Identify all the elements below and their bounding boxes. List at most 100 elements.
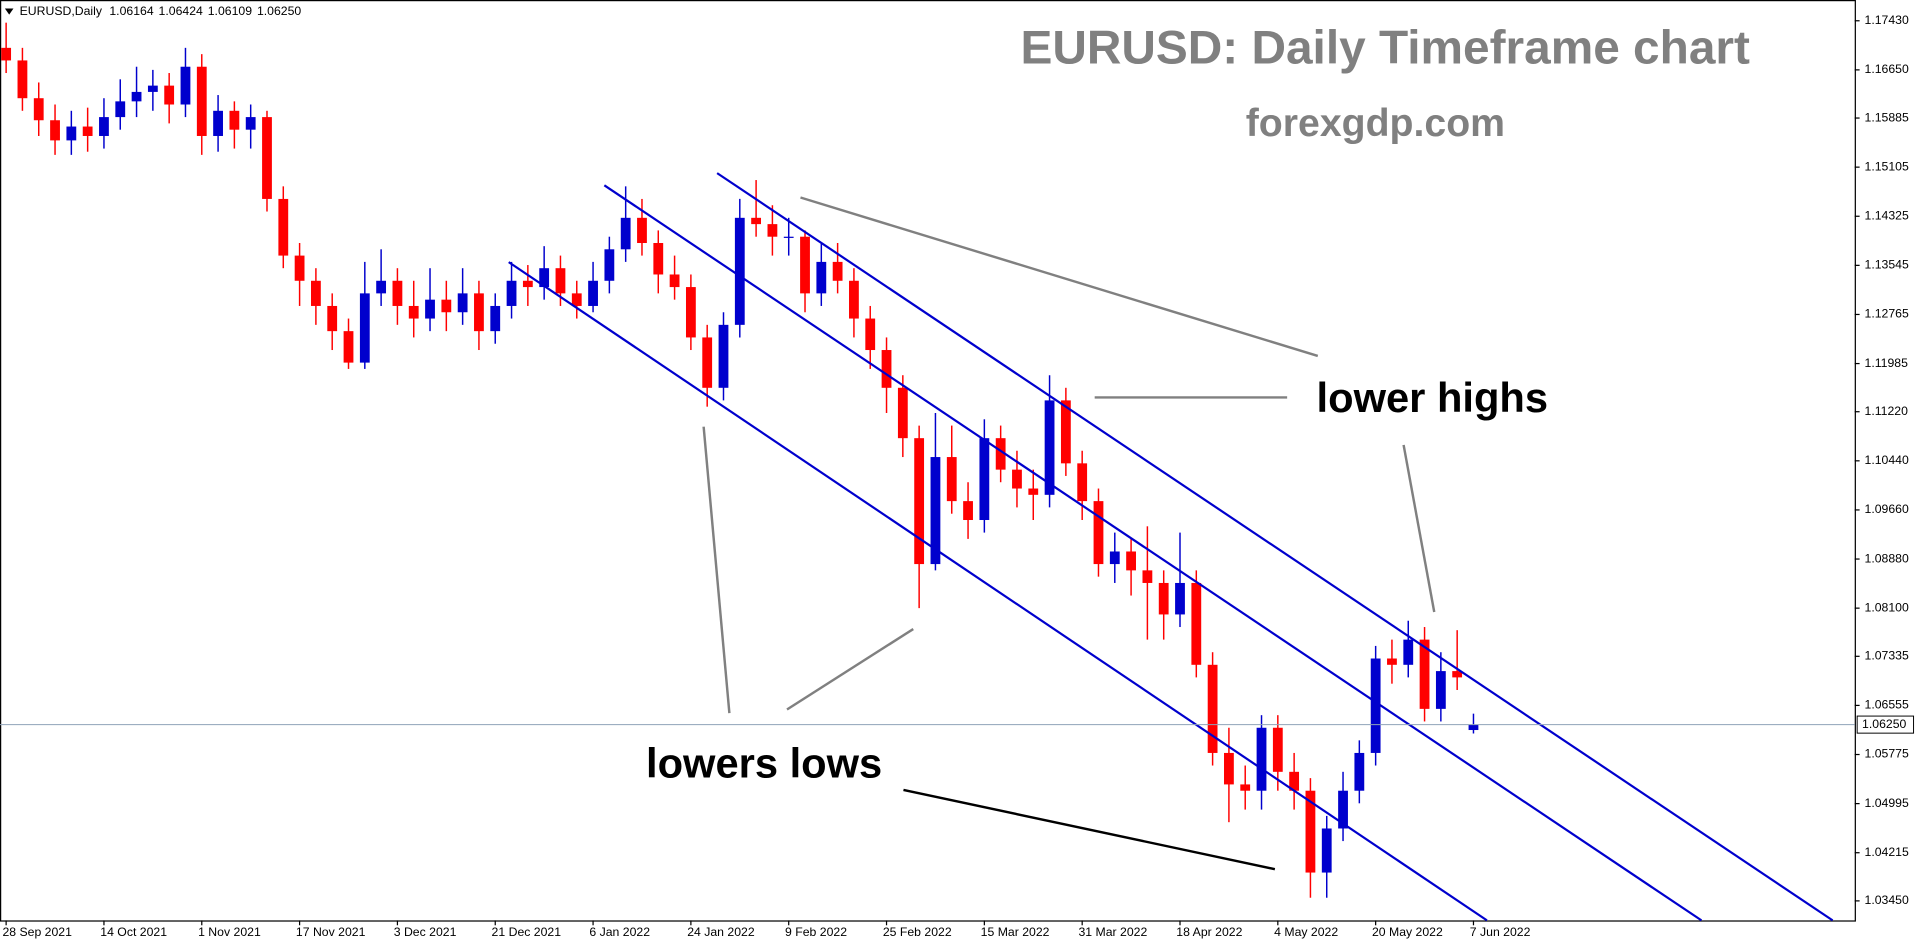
candle-body bbox=[294, 255, 305, 281]
chart-header: EURUSD,Daily 1.06164 1.06424 1.06109 1.06250 bbox=[20, 4, 302, 18]
candle-body bbox=[1191, 582, 1202, 665]
y-tick-label: 1.11985 bbox=[1865, 356, 1909, 370]
candle-body bbox=[425, 299, 435, 319]
channel-line bbox=[508, 261, 1488, 922]
x-tick-label: 20 May 2022 bbox=[1372, 925, 1443, 939]
x-tick-label: 4 May 2022 bbox=[1274, 925, 1338, 939]
annotation: lower highs bbox=[1317, 374, 1548, 421]
channel-line bbox=[716, 172, 1834, 922]
candle-body bbox=[1338, 790, 1348, 829]
x-tick-label: 25 Feb 2022 bbox=[883, 925, 952, 939]
candle-body bbox=[506, 280, 517, 306]
x-tick-label: 28 Sep 2021 bbox=[2, 925, 72, 939]
y-tick-label: 1.15105 bbox=[1865, 159, 1909, 173]
candle-body bbox=[1419, 639, 1430, 709]
chart-subtitle: forexgdp.com bbox=[1246, 102, 1505, 145]
candle-body bbox=[474, 293, 484, 332]
candle-body bbox=[1126, 551, 1136, 571]
current-price-label: 1.06250 bbox=[1862, 717, 1906, 731]
candle-body bbox=[588, 280, 598, 306]
candle-body bbox=[800, 236, 810, 294]
y-tick-label: 1.04995 bbox=[1865, 796, 1909, 810]
candle-body bbox=[1305, 790, 1316, 873]
x-tick-label: 3 Dec 2021 bbox=[394, 925, 457, 939]
x-tick-label: 21 Dec 2021 bbox=[492, 925, 562, 939]
candle-body bbox=[1093, 501, 1104, 565]
pointer-line bbox=[786, 628, 914, 711]
candle-body bbox=[327, 305, 338, 332]
close-value: 1.06250 bbox=[257, 4, 301, 18]
candle-body bbox=[979, 438, 990, 521]
candle-body bbox=[50, 120, 60, 141]
candle-body bbox=[963, 501, 973, 521]
candle-body bbox=[490, 305, 501, 332]
candle-body bbox=[571, 293, 582, 306]
candle-body bbox=[914, 438, 925, 565]
candles bbox=[1, 22, 1479, 898]
candle-body bbox=[604, 249, 615, 281]
candle-body bbox=[115, 101, 126, 118]
candle-body bbox=[946, 457, 957, 502]
candle-body bbox=[620, 217, 631, 250]
candle-body bbox=[555, 268, 566, 294]
candle-body bbox=[408, 305, 419, 319]
candle-body bbox=[1207, 664, 1218, 753]
candle-body bbox=[457, 293, 468, 313]
candle-body bbox=[99, 117, 109, 136]
candle-body bbox=[832, 261, 843, 281]
candle-body bbox=[392, 280, 403, 306]
x-tick-label: 6 Jan 2022 bbox=[589, 925, 650, 939]
pointer-line bbox=[702, 426, 731, 714]
y-tick-label: 1.12765 bbox=[1865, 307, 1909, 321]
candle-body bbox=[1028, 488, 1039, 495]
candle-body bbox=[278, 198, 289, 256]
candle-body bbox=[897, 387, 908, 439]
open-value: 1.06164 bbox=[109, 4, 153, 18]
y-tick-label: 1.10440 bbox=[1865, 453, 1909, 467]
candle-body bbox=[1224, 752, 1234, 785]
y-tick-label: 1.15885 bbox=[1865, 110, 1909, 124]
y-tick-label: 1.17430 bbox=[1865, 13, 1909, 27]
candle-body bbox=[17, 60, 28, 99]
candle-body bbox=[685, 287, 696, 338]
candle-body bbox=[147, 85, 158, 92]
candle-body bbox=[1321, 828, 1332, 873]
candle-body bbox=[702, 337, 713, 388]
candle-body bbox=[930, 457, 941, 565]
candle-body bbox=[1060, 400, 1071, 464]
candle-body bbox=[131, 91, 142, 102]
current-price-box bbox=[1856, 715, 1915, 734]
x-tick-label: 9 Feb 2022 bbox=[785, 925, 847, 939]
candle-body bbox=[734, 217, 745, 325]
candle-body bbox=[245, 117, 256, 130]
candle-body bbox=[751, 217, 762, 225]
x-tick-label: 14 Oct 2021 bbox=[100, 925, 167, 939]
candle-body bbox=[359, 293, 370, 363]
candle-body bbox=[33, 98, 44, 121]
x-tick-label: 15 Mar 2022 bbox=[981, 925, 1050, 939]
y-tick-label: 1.04215 bbox=[1865, 845, 1909, 859]
candle-body bbox=[816, 261, 827, 294]
candle-body bbox=[539, 268, 550, 288]
candle-body bbox=[164, 85, 175, 105]
candle-body bbox=[1354, 752, 1365, 791]
x-tick-label: 17 Nov 2021 bbox=[296, 925, 366, 939]
candle-body bbox=[82, 126, 93, 136]
candle-body bbox=[522, 280, 533, 288]
y-tick-label: 1.08880 bbox=[1865, 551, 1909, 565]
x-tick-label: 31 Mar 2022 bbox=[1079, 925, 1148, 939]
candle-body bbox=[1272, 727, 1283, 772]
x-tick-label: 24 Jan 2022 bbox=[687, 925, 755, 939]
candle-body bbox=[66, 126, 77, 141]
low-value: 1.06109 bbox=[208, 4, 252, 18]
y-tick-label: 1.14325 bbox=[1865, 209, 1909, 223]
candle-body bbox=[718, 324, 729, 388]
candle-body bbox=[1370, 658, 1381, 753]
chart-title: EURUSD: Daily Timeframe chart bbox=[1020, 22, 1750, 75]
candle-body bbox=[1452, 671, 1463, 678]
candle-body bbox=[1109, 551, 1120, 565]
pointer-line bbox=[903, 788, 1276, 871]
candle-body bbox=[1403, 639, 1414, 665]
